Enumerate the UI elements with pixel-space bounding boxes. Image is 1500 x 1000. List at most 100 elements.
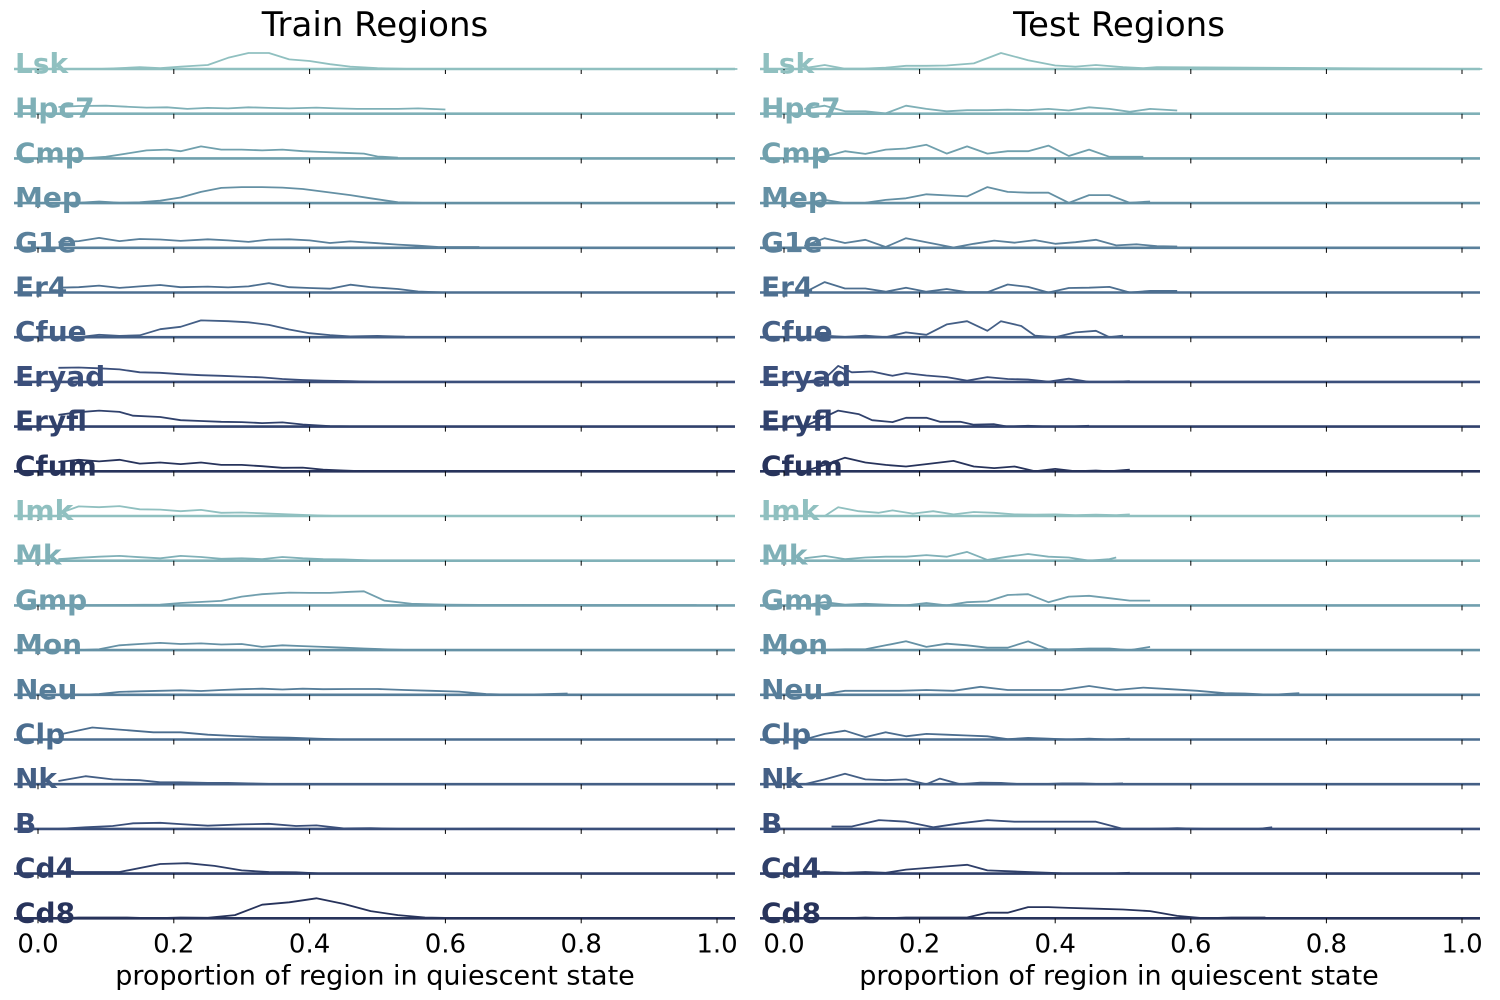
- x-tick-label: 0.2: [899, 929, 940, 959]
- row-label: Neu: [15, 673, 77, 706]
- ridge-row-cmp: Cmp: [760, 136, 1480, 169]
- row-label: G1e: [761, 226, 822, 259]
- x-tick-label: 1.0: [696, 929, 737, 959]
- ridge-row-mon: Mon: [14, 628, 735, 661]
- row-label: Er4: [15, 271, 67, 304]
- density-line-gmp: [58, 590, 697, 606]
- density-line-clp: [804, 729, 1130, 741]
- ridge-row-nk: Nk: [760, 762, 1480, 795]
- density-line-lsk: [804, 52, 1483, 70]
- row-label: Gmp: [15, 583, 87, 616]
- x-tick-label: 0.8: [1306, 929, 1347, 959]
- density-line-nk: [804, 772, 1124, 786]
- panel-title: Train Regions: [261, 5, 489, 45]
- row-label: Clp: [15, 718, 65, 751]
- row-label: Eryad: [761, 360, 851, 393]
- ridge-row-cmp: Cmp: [14, 136, 735, 169]
- density-line-hpc7: [58, 104, 446, 111]
- row-label: Lsk: [761, 47, 816, 80]
- density-line-imk: [58, 505, 337, 517]
- row-label: Eryfl: [761, 405, 833, 438]
- row-label: Cfum: [15, 449, 97, 482]
- ridge-row-hpc7: Hpc7: [14, 92, 735, 125]
- row-label: Mep: [761, 181, 828, 214]
- x-tick-label: 0.6: [1170, 929, 1211, 959]
- ridge-row-b: B: [760, 807, 1480, 840]
- ridge-row-mon: Mon: [760, 628, 1480, 661]
- ridge-row-cd4: Cd4: [14, 852, 735, 885]
- density-line-mon: [804, 640, 1151, 651]
- density-line-lsk: [58, 52, 738, 70]
- row-label: Cd8: [761, 896, 821, 929]
- ridge-row-b: B: [14, 807, 735, 840]
- x-tick-label: 0.6: [425, 929, 466, 959]
- x-axis-label: proportion of region in quiescent state: [115, 960, 635, 991]
- row-label: Hpc7: [761, 92, 841, 125]
- row-label: Gmp: [761, 583, 833, 616]
- density-line-cd4: [58, 862, 717, 875]
- density-line-cd8: [804, 906, 1266, 920]
- x-tick-label: 0.8: [561, 929, 602, 959]
- density-line-neu: [58, 687, 568, 696]
- density-line-cfue: [804, 320, 1124, 339]
- row-label: Cfue: [761, 315, 833, 348]
- row-label: Imk: [15, 494, 75, 527]
- ridge-row-cfue: Cfue: [14, 315, 735, 348]
- ridge-row-lsk: Lsk: [14, 47, 738, 80]
- density-line-mk: [804, 551, 1117, 562]
- row-label: Nk: [761, 762, 804, 795]
- row-label: Mon: [761, 628, 828, 661]
- ridge-row-eryad: Eryad: [14, 360, 735, 393]
- row-label: Mk: [15, 539, 63, 572]
- x-axis-label: proportion of region in quiescent state: [859, 960, 1379, 991]
- density-line-b: [58, 821, 555, 830]
- row-label: Cd4: [761, 852, 821, 885]
- density-line-cfue: [58, 319, 405, 339]
- ridge-row-cfum: Cfum: [14, 449, 735, 482]
- row-label: Imk: [761, 494, 821, 527]
- density-line-imk: [804, 506, 1130, 517]
- row-label: Er4: [761, 271, 813, 304]
- ridge-row-er4: Er4: [14, 271, 735, 304]
- density-line-mep: [804, 186, 1151, 204]
- density-line-eryad: [58, 366, 378, 383]
- ridge-row-cfum: Cfum: [760, 449, 1480, 482]
- row-label: B: [761, 807, 782, 840]
- ridge-row-er4: Er4: [760, 271, 1480, 304]
- row-label: Mon: [15, 628, 82, 661]
- ridge-row-cd4: Cd4: [760, 852, 1480, 885]
- ridge-row-cd8: Cd8: [760, 896, 1480, 929]
- density-line-cfum: [58, 458, 364, 473]
- row-label: Eryad: [15, 360, 105, 393]
- row-label: Cfue: [15, 315, 87, 348]
- ridge-row-eryad: Eryad: [760, 360, 1480, 393]
- row-label: G1e: [15, 226, 76, 259]
- density-line-eryfl: [803, 409, 1090, 428]
- density-line-hpc7: [804, 104, 1178, 115]
- ridge-row-mep: Mep: [14, 181, 735, 214]
- ridge-row-g1e: G1e: [14, 226, 735, 259]
- row-label: B: [15, 807, 36, 840]
- ridge-row-lsk: Lsk: [760, 47, 1483, 80]
- ridge-row-neu: Neu: [760, 673, 1480, 706]
- panel-title: Test Regions: [1012, 5, 1225, 45]
- density-line-mon: [58, 642, 412, 651]
- ridge-row-imk: Imk: [760, 494, 1480, 527]
- density-line-cd8: [58, 897, 554, 920]
- row-label: Cd4: [15, 852, 75, 885]
- ridge-row-gmp: Gmp: [760, 583, 1480, 616]
- density-line-er4: [58, 282, 446, 294]
- row-label: Nk: [15, 762, 58, 795]
- row-label: Eryfl: [15, 405, 87, 438]
- density-line-eryad: [804, 365, 1130, 383]
- ridge-row-mep: Mep: [760, 181, 1480, 214]
- row-label: Lsk: [15, 47, 70, 80]
- ridge-row-nk: Nk: [14, 762, 735, 795]
- ridge-row-g1e: G1e: [760, 226, 1480, 259]
- x-tick-label: 0.0: [763, 929, 804, 959]
- x-tick-label: 0.4: [289, 929, 330, 959]
- x-tick-label: 0.0: [17, 929, 58, 959]
- ridge-row-cd8: Cd8: [14, 896, 735, 929]
- density-line-clp: [58, 726, 344, 741]
